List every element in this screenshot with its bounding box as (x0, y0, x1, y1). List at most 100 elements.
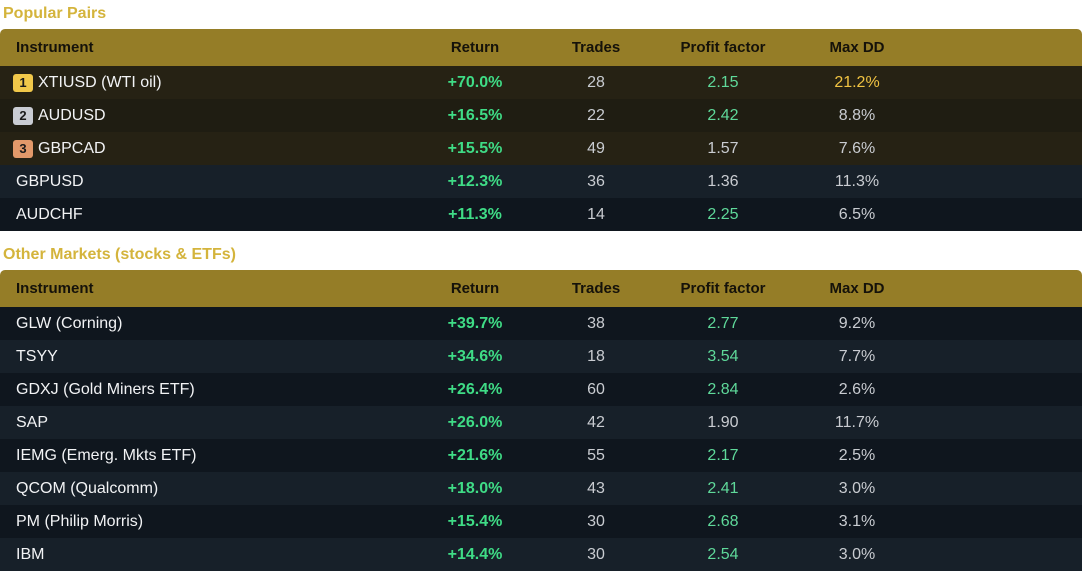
max-dd-cell: 8.8% (838, 107, 876, 124)
table-row[interactable]: QCOM (Qualcomm) +18.0% 43 2.41 3.0% (0, 472, 1082, 505)
return-cell: +15.4% (447, 513, 503, 530)
max-dd-cell: 11.7% (834, 414, 880, 431)
table-header: Instrument Return Trades Profit factor M… (0, 29, 1082, 66)
profit-factor-cell: 1.57 (707, 140, 739, 157)
return-cell: +26.0% (447, 414, 503, 431)
table-row[interactable]: AUDCHF +11.3% 14 2.25 6.5% (0, 198, 1082, 231)
trades-cell: 36 (587, 173, 605, 190)
instrument-cell: AUDCHF (16, 206, 83, 223)
table-row[interactable]: IBM +14.4% 30 2.54 3.0% (0, 538, 1082, 571)
instrument-cell: IEMG (Emerg. Mkts ETF) (16, 447, 197, 464)
header-max-dd[interactable]: Max DD (829, 39, 885, 56)
max-dd-cell: 21.2% (834, 74, 880, 91)
trades-cell: 38 (587, 315, 605, 332)
max-dd-cell: 3.1% (838, 513, 876, 530)
instrument-cell: 3 GBPCAD (13, 132, 106, 165)
max-dd-cell: 11.3% (834, 173, 880, 190)
trades-cell: 43 (587, 480, 605, 497)
trades-cell: 28 (587, 74, 605, 91)
return-cell: +39.7% (447, 315, 503, 332)
max-dd-cell: 2.6% (838, 381, 876, 398)
table-row[interactable]: 3 GBPCAD +15.5% 49 1.57 7.6% (0, 132, 1082, 165)
profit-factor-cell: 1.36 (707, 173, 739, 190)
return-cell: +18.0% (447, 480, 503, 497)
profit-factor-cell: 1.90 (707, 414, 739, 431)
trades-cell: 42 (587, 414, 605, 431)
max-dd-cell: 7.6% (838, 140, 876, 157)
profit-factor-cell: 2.54 (707, 546, 739, 563)
header-instrument[interactable]: Instrument (16, 39, 94, 56)
return-cell: +26.4% (447, 381, 503, 398)
return-cell: +15.5% (447, 140, 503, 157)
trades-cell: 55 (587, 447, 605, 464)
profit-factor-cell: 2.77 (707, 315, 739, 332)
max-dd-cell: 6.5% (838, 206, 876, 223)
return-cell: +34.6% (447, 348, 503, 365)
table-row[interactable]: 2 AUDUSD +16.5% 22 2.42 8.8% (0, 99, 1082, 132)
return-cell: +70.0% (447, 74, 503, 91)
profit-factor-cell: 3.54 (707, 348, 739, 365)
trades-cell: 49 (587, 140, 605, 157)
instrument-cell: TSYY (16, 348, 58, 365)
profit-factor-cell: 2.68 (707, 513, 739, 530)
instrument-name: AUDUSD (38, 107, 106, 124)
profit-factor-cell: 2.25 (707, 206, 739, 223)
table-row[interactable]: SAP +26.0% 42 1.90 11.7% (0, 406, 1082, 439)
table-row[interactable]: IEMG (Emerg. Mkts ETF) +21.6% 55 2.17 2.… (0, 439, 1082, 472)
header-trades[interactable]: Trades (571, 280, 621, 297)
header-return[interactable]: Return (450, 39, 500, 56)
instrument-name: GBPCAD (38, 140, 106, 157)
rank-badge-bronze: 3 (13, 139, 33, 158)
rank-badge-gold: 1 (13, 73, 33, 92)
max-dd-cell: 9.2% (838, 315, 876, 332)
profit-factor-cell: 2.42 (707, 107, 739, 124)
header-instrument[interactable]: Instrument (16, 280, 94, 297)
instrument-cell: GBPUSD (16, 173, 84, 190)
profit-factor-cell: 2.15 (707, 74, 739, 91)
profit-factor-cell: 2.17 (707, 447, 739, 464)
profit-factor-cell: 2.84 (707, 381, 739, 398)
table-row[interactable]: PM (Philip Morris) +15.4% 30 2.68 3.1% (0, 505, 1082, 538)
profit-factor-cell: 2.41 (707, 480, 739, 497)
instrument-cell: PM (Philip Morris) (16, 513, 144, 530)
header-trades[interactable]: Trades (571, 39, 621, 56)
instrument-cell: 2 AUDUSD (13, 99, 106, 132)
section-title-other-markets: Other Markets (stocks & ETFs) (3, 246, 236, 263)
header-max-dd[interactable]: Max DD (829, 280, 885, 297)
instrument-cell: GDXJ (Gold Miners ETF) (16, 381, 195, 398)
instrument-cell: GLW (Corning) (16, 315, 123, 332)
trades-cell: 22 (587, 107, 605, 124)
max-dd-cell: 3.0% (838, 480, 876, 497)
header-profit-factor[interactable]: Profit factor (680, 280, 766, 297)
trades-cell: 14 (587, 206, 605, 223)
return-cell: +21.6% (447, 447, 503, 464)
trades-cell: 60 (587, 381, 605, 398)
instrument-name: XTIUSD (WTI oil) (38, 74, 162, 91)
section-title-popular-pairs: Popular Pairs (3, 5, 107, 22)
table-row[interactable]: 1 XTIUSD (WTI oil) +70.0% 28 2.15 21.2% (0, 66, 1082, 99)
other-markets-table: Instrument Return Trades Profit factor M… (0, 270, 1082, 571)
max-dd-cell: 2.5% (838, 447, 876, 464)
header-return[interactable]: Return (450, 280, 500, 297)
instrument-cell: SAP (16, 414, 49, 431)
table-row[interactable]: TSYY +34.6% 18 3.54 7.7% (0, 340, 1082, 373)
instrument-cell: IBM (16, 546, 45, 563)
max-dd-cell: 7.7% (838, 348, 876, 365)
return-cell: +11.3% (448, 206, 502, 223)
header-profit-factor[interactable]: Profit factor (680, 39, 766, 56)
trades-cell: 30 (587, 513, 605, 530)
instrument-cell: 1 XTIUSD (WTI oil) (13, 66, 162, 99)
trades-cell: 30 (587, 546, 605, 563)
trades-cell: 18 (587, 348, 605, 365)
popular-pairs-table: Instrument Return Trades Profit factor M… (0, 29, 1082, 231)
return-cell: +12.3% (447, 173, 503, 190)
rank-badge-silver: 2 (13, 106, 33, 125)
table-row[interactable]: GLW (Corning) +39.7% 38 2.77 9.2% (0, 307, 1082, 340)
max-dd-cell: 3.0% (838, 546, 876, 563)
table-header: Instrument Return Trades Profit factor M… (0, 270, 1082, 307)
table-row[interactable]: GDXJ (Gold Miners ETF) +26.4% 60 2.84 2.… (0, 373, 1082, 406)
return-cell: +16.5% (447, 107, 503, 124)
return-cell: +14.4% (447, 546, 503, 563)
table-row[interactable]: GBPUSD +12.3% 36 1.36 11.3% (0, 165, 1082, 198)
instrument-cell: QCOM (Qualcomm) (16, 480, 159, 497)
